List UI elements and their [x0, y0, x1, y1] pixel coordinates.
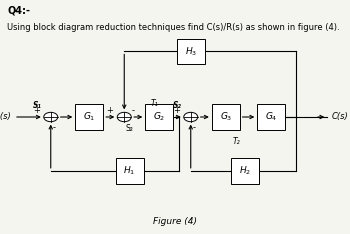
Text: R(s): R(s)	[0, 113, 11, 121]
Text: $H_1$: $H_1$	[123, 165, 136, 177]
Text: $G_1$: $G_1$	[83, 111, 96, 123]
FancyBboxPatch shape	[231, 158, 259, 184]
Text: C(s): C(s)	[331, 113, 348, 121]
Circle shape	[184, 112, 198, 122]
Text: -: -	[52, 124, 55, 132]
Text: -: -	[132, 106, 135, 115]
Text: S₂: S₂	[173, 101, 182, 110]
Text: $G_4$: $G_4$	[265, 111, 278, 123]
FancyBboxPatch shape	[116, 158, 144, 184]
FancyBboxPatch shape	[177, 39, 205, 64]
Text: S₁: S₁	[33, 101, 42, 110]
Text: +: +	[106, 106, 113, 115]
Text: $G_2$: $G_2$	[153, 111, 166, 123]
Text: $G_3$: $G_3$	[219, 111, 232, 123]
Text: S₂: S₂	[126, 124, 133, 132]
Text: +: +	[33, 106, 40, 115]
FancyBboxPatch shape	[75, 104, 103, 130]
Text: $H_2$: $H_2$	[239, 165, 251, 177]
Text: Using block diagram reduction techniques find C(s)/R(s) as shown in figure (4).: Using block diagram reduction techniques…	[7, 23, 340, 32]
Text: -: -	[192, 124, 195, 132]
Text: +: +	[173, 106, 180, 115]
FancyBboxPatch shape	[145, 104, 173, 130]
FancyBboxPatch shape	[212, 104, 240, 130]
Text: T₁: T₁	[150, 99, 158, 108]
Circle shape	[117, 112, 131, 122]
Text: Figure (4): Figure (4)	[153, 217, 197, 226]
Circle shape	[44, 112, 58, 122]
FancyBboxPatch shape	[257, 104, 285, 130]
Text: $H_3$: $H_3$	[184, 45, 197, 58]
Text: Q4:-: Q4:-	[7, 6, 30, 16]
Text: T₂: T₂	[232, 137, 240, 146]
